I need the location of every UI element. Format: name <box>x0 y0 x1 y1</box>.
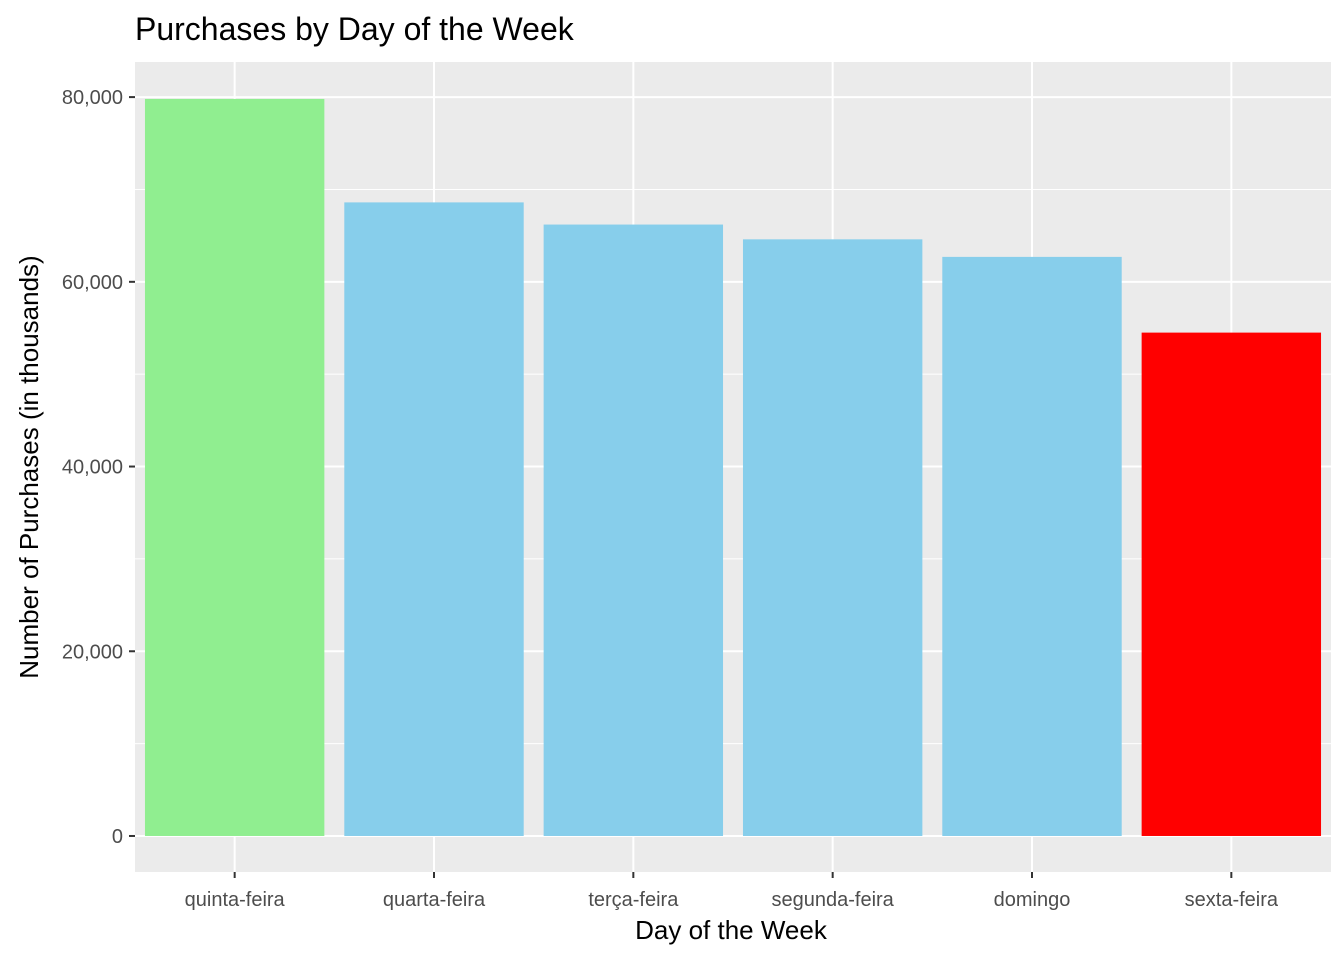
x-tick-label: segunda-feira <box>772 889 895 911</box>
bar-sexta-feira <box>1141 332 1322 836</box>
bar-quinta-feira <box>144 98 325 836</box>
x-axis-title: Day of the Week <box>635 915 828 945</box>
y-tick-label: 40,000 <box>62 457 123 479</box>
y-axis-title: Number of Purchases (in thousands) <box>14 255 44 678</box>
y-axis: 0 20,000 40,000 60,000 80,000 <box>62 87 135 848</box>
y-tick-label: 0 <box>112 826 123 848</box>
bar-domingo <box>942 256 1122 836</box>
x-tick-label: quinta-feira <box>185 889 286 911</box>
y-tick-label: 80,000 <box>62 87 123 109</box>
x-tick-label: sexta-feira <box>1185 889 1279 911</box>
x-tick-label: terça-feira <box>588 889 679 911</box>
x-axis: quinta-feira quarta-feira terça-feira segun… <box>185 872 1279 911</box>
x-tick-label: domingo <box>994 889 1071 911</box>
bar-terça-feira <box>543 224 724 836</box>
chart-title: Purchases by Day of the Week <box>135 11 575 47</box>
y-tick-label: 20,000 <box>62 641 123 663</box>
x-tick-label: quarta-feira <box>383 889 486 911</box>
bar-quarta-feira <box>344 202 524 836</box>
y-tick-label: 60,000 <box>62 272 123 294</box>
bar-segunda-feira <box>742 239 923 836</box>
bars <box>144 98 1322 836</box>
